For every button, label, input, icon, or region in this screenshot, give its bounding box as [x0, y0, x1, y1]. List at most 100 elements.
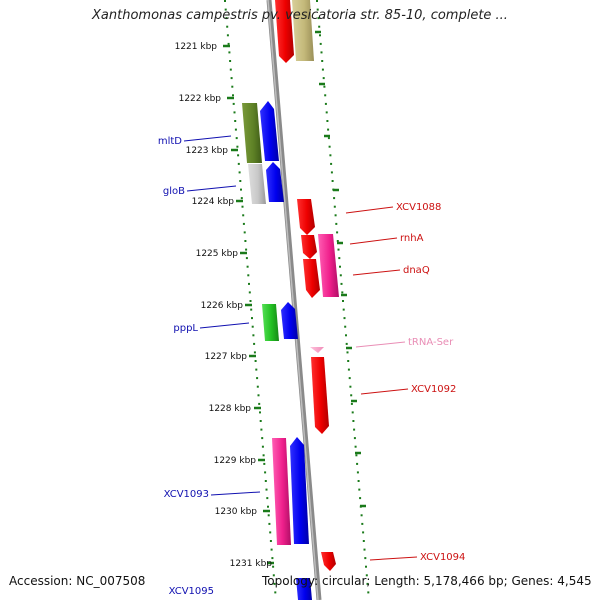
ruler-dot	[253, 342, 256, 345]
ruler-dot	[266, 497, 269, 500]
leader-rnhA	[349, 237, 398, 245]
gene-box-mltD[interactable]	[242, 103, 262, 163]
scale-label: 1229 kbp	[214, 456, 257, 466]
ruler-dot	[240, 188, 242, 191]
gene-arrow-XCV1094[interactable]	[321, 552, 336, 571]
ruler-dot	[228, 51, 231, 54]
ruler-dot	[350, 394, 353, 397]
ruler-dot	[242, 222, 245, 225]
ruler-dot	[353, 437, 356, 440]
ruler-dot	[226, 25, 229, 28]
leader-XCV1092	[360, 388, 409, 395]
scale-label: 1227 kbp	[205, 352, 248, 362]
ruler-dot	[247, 274, 250, 277]
gene-arrow-tan[interactable]	[292, 0, 314, 61]
ruler-dot	[251, 317, 253, 320]
gene-arrow-dnaQ[interactable]	[303, 259, 320, 298]
ruler-dot	[350, 402, 353, 405]
ruler-dot	[254, 360, 257, 362]
ruler-dot	[263, 462, 266, 465]
gene-arrow-blue[interactable]	[266, 162, 284, 202]
ruler-dot	[327, 137, 330, 140]
ruler-dot	[323, 85, 326, 88]
gene-label-rnhA[interactable]: rnhA	[400, 233, 424, 244]
gene-box-XCV1093[interactable]	[272, 438, 291, 545]
ruler-dot	[235, 137, 238, 140]
ruler-dot	[227, 42, 230, 45]
ruler-dot	[265, 488, 268, 491]
gene-box-pppL[interactable]	[262, 304, 279, 341]
gene-label-XCV1094[interactable]: XCV1094	[420, 552, 465, 563]
ruler-dot	[324, 94, 327, 97]
gene-arrow-blue[interactable]	[260, 101, 279, 161]
scale-label: 1230 kbp	[215, 507, 258, 517]
ruler-dot	[226, 34, 229, 37]
gene-features	[242, 0, 339, 600]
ruler-dot	[242, 214, 245, 217]
leader-gloB	[186, 185, 237, 192]
ruler-dot	[346, 351, 349, 354]
ruler-dot	[248, 282, 250, 285]
leader-tRNA-Ser	[355, 341, 406, 348]
gene-label-XCV1095[interactable]: XCV1095	[169, 586, 214, 597]
ruler-dot	[261, 445, 264, 448]
ruler-dot	[347, 360, 350, 362]
ruler-dot	[246, 265, 249, 268]
gene-box-gloB[interactable]	[248, 164, 266, 204]
gene-label-gloB[interactable]: gloB	[163, 186, 185, 197]
gene-label-XCV1092[interactable]: XCV1092	[411, 384, 456, 395]
ruler-dot	[255, 368, 258, 371]
ruler-dot	[269, 531, 272, 534]
gene-label-tRNA-Ser[interactable]: tRNA-Ser	[408, 337, 454, 348]
ruler-dot	[327, 128, 330, 131]
ruler-dot	[333, 197, 336, 200]
ruler-dot	[345, 334, 347, 337]
ruler-dot	[267, 514, 270, 517]
ruler-dot	[352, 420, 355, 422]
gene-label-XCV1088[interactable]: XCV1088	[396, 202, 441, 213]
map-title: Xanthomonas campestris pv. vesicatoria s…	[92, 8, 508, 23]
ruler-dot	[334, 214, 337, 217]
ruler-dot	[318, 25, 321, 28]
ruler-dot	[339, 274, 342, 277]
ruler-dot	[365, 574, 368, 577]
gene-arrow-blue[interactable]	[281, 302, 298, 339]
ruler-dot	[365, 565, 367, 568]
gene-box-XCV1095[interactable]	[296, 578, 312, 600]
ruler-dot	[340, 282, 343, 285]
ruler-dot	[341, 291, 344, 294]
ruler-dot	[231, 85, 234, 88]
ruler-dot	[336, 231, 339, 234]
ruler-dot	[333, 205, 336, 208]
ruler-dot	[354, 445, 357, 448]
gene-label-mltD[interactable]: mltD	[158, 136, 182, 147]
ruler-dot	[234, 128, 237, 131]
ruler-dot	[326, 120, 329, 122]
ruler-dot	[319, 34, 321, 37]
ruler-dot	[348, 377, 351, 380]
ruler-dot	[316, 0, 318, 2]
gene-arrow-red[interactable]	[275, 0, 294, 63]
ruler-dot	[330, 162, 333, 165]
ruler-dot	[357, 480, 360, 482]
gene-arrow-blue[interactable]	[290, 437, 309, 544]
gene-label-pppL[interactable]: pppL	[173, 323, 198, 334]
ruler-dot	[335, 222, 338, 225]
ruler-dot	[259, 411, 261, 414]
right-ruler-ticks	[315, 30, 366, 508]
gene-arrow-XCV1092[interactable]	[311, 357, 329, 434]
leader-XCV1088	[345, 206, 394, 214]
gene-arrow-rnhA[interactable]	[301, 235, 317, 259]
gene-label-XCV1093[interactable]: XCV1093	[164, 489, 209, 500]
gene-trna-Ser[interactable]	[310, 347, 324, 353]
ruler-dot	[256, 377, 259, 380]
gene-box-dnaQ-pink[interactable]	[318, 234, 339, 297]
gene-label-dnaQ[interactable]: dnaQ	[403, 265, 430, 276]
ruler-dots	[224, 0, 370, 602]
scale-ticks	[223, 44, 274, 565]
gene-arrow-XCV1088[interactable]	[297, 199, 315, 235]
right-gene-labels: XCV1088 rnhA dnaQ tRNA-Ser XCV1092 XCV10…	[396, 202, 465, 563]
ruler-dot	[361, 522, 364, 525]
ruler-dot	[269, 540, 272, 542]
